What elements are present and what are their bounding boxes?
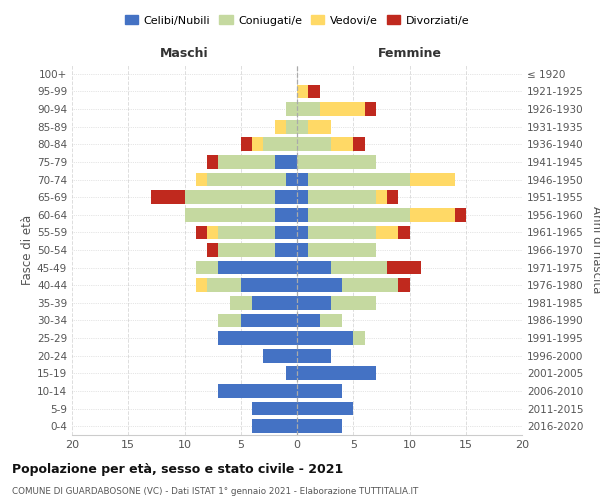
Bar [308, 226, 376, 239]
Bar [286, 120, 297, 134]
Y-axis label: Fasce di età: Fasce di età [21, 215, 34, 285]
Bar [196, 172, 207, 186]
Bar [342, 278, 398, 292]
Bar [297, 120, 308, 134]
Bar [185, 190, 275, 204]
Bar [308, 208, 409, 222]
Bar [297, 420, 342, 433]
Bar [297, 190, 308, 204]
Bar [398, 278, 409, 292]
Bar [409, 208, 455, 222]
Bar [241, 278, 297, 292]
Bar [252, 296, 297, 310]
Bar [218, 243, 275, 257]
Bar [297, 314, 320, 328]
Bar [308, 190, 376, 204]
Text: COMUNE DI GUARDABOSONE (VC) - Dati ISTAT 1° gennaio 2021 - Elaborazione TUTTITAL: COMUNE DI GUARDABOSONE (VC) - Dati ISTAT… [12, 488, 418, 496]
Bar [241, 314, 297, 328]
Bar [297, 349, 331, 362]
Bar [297, 331, 353, 345]
Bar [297, 172, 308, 186]
Bar [218, 260, 297, 274]
Bar [297, 155, 376, 169]
Bar [252, 138, 263, 151]
Bar [263, 138, 297, 151]
Bar [409, 172, 455, 186]
Bar [151, 190, 185, 204]
Bar [297, 402, 353, 415]
Bar [455, 208, 466, 222]
Bar [297, 243, 308, 257]
Bar [353, 331, 365, 345]
Bar [275, 120, 286, 134]
Bar [398, 226, 409, 239]
Bar [275, 208, 297, 222]
Bar [353, 138, 365, 151]
Bar [387, 260, 421, 274]
Text: Maschi: Maschi [160, 46, 209, 60]
Bar [286, 366, 297, 380]
Text: Femmine: Femmine [377, 46, 442, 60]
Bar [297, 278, 342, 292]
Bar [218, 331, 297, 345]
Bar [308, 120, 331, 134]
Bar [218, 384, 297, 398]
Bar [376, 226, 398, 239]
Bar [331, 260, 387, 274]
Bar [365, 102, 376, 116]
Bar [218, 155, 275, 169]
Bar [252, 402, 297, 415]
Bar [252, 420, 297, 433]
Bar [207, 155, 218, 169]
Bar [185, 208, 275, 222]
Bar [376, 190, 387, 204]
Bar [263, 349, 297, 362]
Bar [297, 138, 331, 151]
Bar [331, 138, 353, 151]
Bar [320, 314, 342, 328]
Bar [387, 190, 398, 204]
Bar [297, 296, 331, 310]
Bar [196, 226, 207, 239]
Bar [331, 296, 376, 310]
Bar [218, 226, 275, 239]
Bar [275, 155, 297, 169]
Bar [229, 296, 252, 310]
Bar [207, 278, 241, 292]
Bar [207, 226, 218, 239]
Bar [320, 102, 365, 116]
Bar [308, 243, 376, 257]
Bar [196, 260, 218, 274]
Bar [297, 102, 320, 116]
Text: Popolazione per età, sesso e stato civile - 2021: Popolazione per età, sesso e stato civil… [12, 462, 343, 475]
Bar [308, 84, 320, 98]
Bar [297, 208, 308, 222]
Bar [297, 260, 331, 274]
Bar [286, 102, 297, 116]
Bar [297, 84, 308, 98]
Bar [297, 384, 342, 398]
Legend: Celibi/Nubili, Coniugati/e, Vedovi/e, Divorziati/e: Celibi/Nubili, Coniugati/e, Vedovi/e, Di… [125, 15, 469, 26]
Bar [196, 278, 207, 292]
Bar [275, 226, 297, 239]
Bar [286, 172, 297, 186]
Bar [275, 190, 297, 204]
Bar [297, 366, 376, 380]
Bar [297, 226, 308, 239]
Bar [218, 314, 241, 328]
Bar [275, 243, 297, 257]
Bar [207, 243, 218, 257]
Y-axis label: Anni di nascita: Anni di nascita [590, 206, 600, 294]
Bar [241, 138, 252, 151]
Bar [207, 172, 286, 186]
Bar [308, 172, 409, 186]
